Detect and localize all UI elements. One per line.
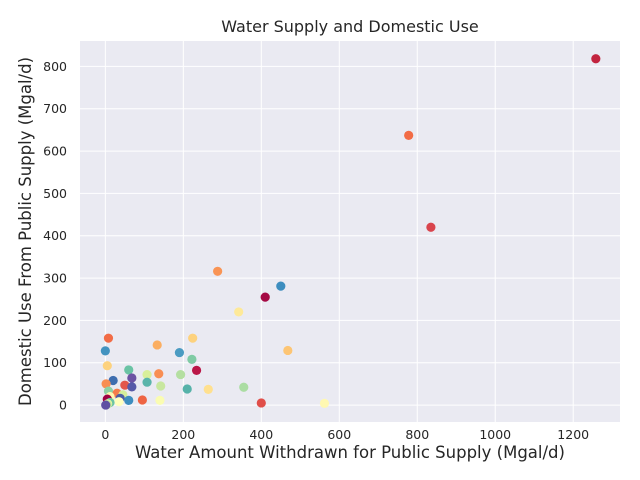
- x-tick-label: 600: [327, 427, 351, 442]
- data-point: [187, 354, 197, 364]
- chart-title: Water Supply and Domestic Use: [221, 17, 479, 36]
- data-point: [283, 345, 293, 356]
- grid-lines: [80, 41, 620, 422]
- plot-background: [80, 41, 620, 422]
- data-point: [101, 379, 111, 389]
- y-tick-label: 800: [43, 59, 67, 74]
- data-point: [203, 384, 213, 395]
- data-point: [108, 375, 118, 386]
- data-point: [260, 292, 270, 302]
- data-point: [239, 382, 249, 392]
- data-point: [137, 395, 147, 405]
- data-point: [124, 395, 134, 406]
- data-point: [114, 397, 124, 407]
- x-tick-label: 1200: [557, 427, 589, 442]
- data-point: [127, 373, 137, 383]
- y-tick-label: 0: [59, 398, 67, 413]
- data-point: [102, 361, 112, 371]
- data-point: [156, 381, 166, 391]
- x-axis-label: Water Amount Withdrawn for Public Supply…: [135, 443, 565, 462]
- x-tick-label: 200: [171, 427, 195, 442]
- data-point: [234, 307, 244, 317]
- y-tick-label: 600: [43, 144, 67, 159]
- data-point: [191, 365, 202, 375]
- x-tick-labels: 0 200 400 600 800 1000 1200: [101, 427, 589, 442]
- data-point: [276, 281, 286, 291]
- data-point: [142, 369, 152, 380]
- data-points: [100, 54, 601, 410]
- data-point: [142, 377, 152, 387]
- data-point: [426, 222, 436, 232]
- y-tick-label: 700: [43, 101, 67, 116]
- x-tick-label: 800: [405, 427, 429, 442]
- data-point: [120, 380, 130, 390]
- data-point: [188, 333, 198, 343]
- data-point: [127, 382, 137, 392]
- data-point: [182, 384, 192, 394]
- data-point: [591, 54, 601, 64]
- data-point: [213, 266, 223, 276]
- data-point: [174, 347, 185, 358]
- data-point: [103, 333, 114, 343]
- data-point: [319, 398, 330, 408]
- data-point: [404, 130, 414, 141]
- y-tick-label: 200: [43, 313, 67, 328]
- y-axis-label: Domestic Use From Public Supply (Mgal/d): [16, 57, 35, 406]
- y-tick-label: 400: [43, 228, 67, 243]
- x-tick-label: 1000: [479, 427, 511, 442]
- x-tick-label: 400: [249, 427, 273, 442]
- y-tick-label: 100: [43, 355, 67, 370]
- data-point: [101, 400, 111, 410]
- y-tick-label: 300: [43, 271, 67, 286]
- data-point: [100, 346, 110, 356]
- data-point: [154, 369, 164, 379]
- y-tick-label: 500: [43, 186, 67, 201]
- data-point: [152, 340, 162, 350]
- x-tick-label: 0: [101, 427, 109, 442]
- data-point: [175, 369, 186, 380]
- data-point: [155, 395, 165, 406]
- y-tick-labels: 0 100 200 300 400 500 600 700 800: [43, 59, 67, 413]
- data-point: [256, 398, 266, 408]
- data-point: [124, 365, 134, 375]
